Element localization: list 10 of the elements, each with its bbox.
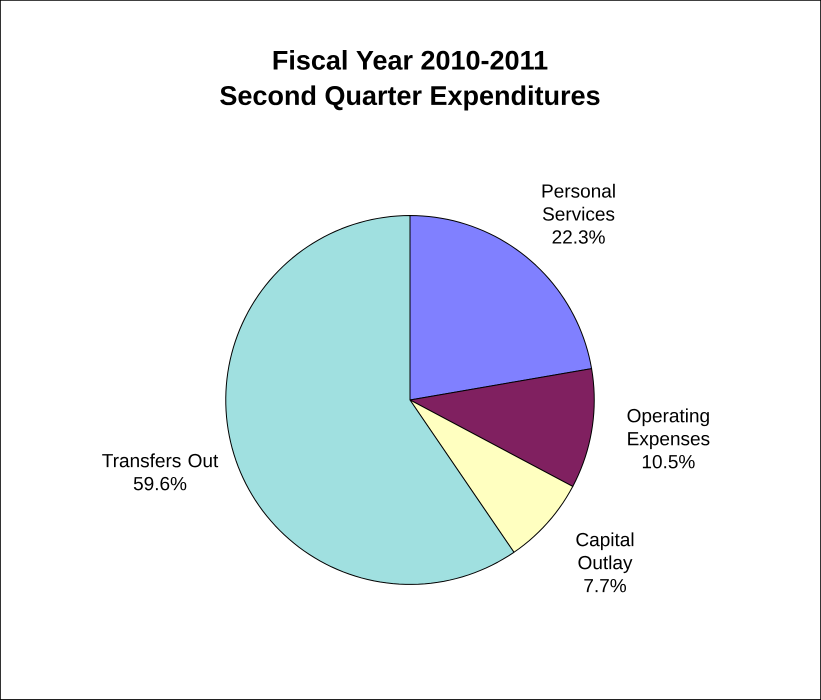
slice-label: Operating Expenses	[628, 408, 710, 450]
data-label: 59.6%	[134, 476, 186, 490]
slice-label: Personal Services	[542, 184, 615, 221]
chart-title: Fiscal Year 2010-2011	[274, 50, 548, 70]
chart-subtitle: Second Quarter Expenditures	[220, 85, 600, 111]
slice-label: Transfers Out	[102, 453, 218, 468]
data-label: 10.5%	[642, 454, 695, 468]
slice-label: Capital Outlay	[576, 532, 634, 574]
data-label: 7.7%	[584, 578, 626, 592]
data-label: 22.3%	[552, 230, 605, 244]
